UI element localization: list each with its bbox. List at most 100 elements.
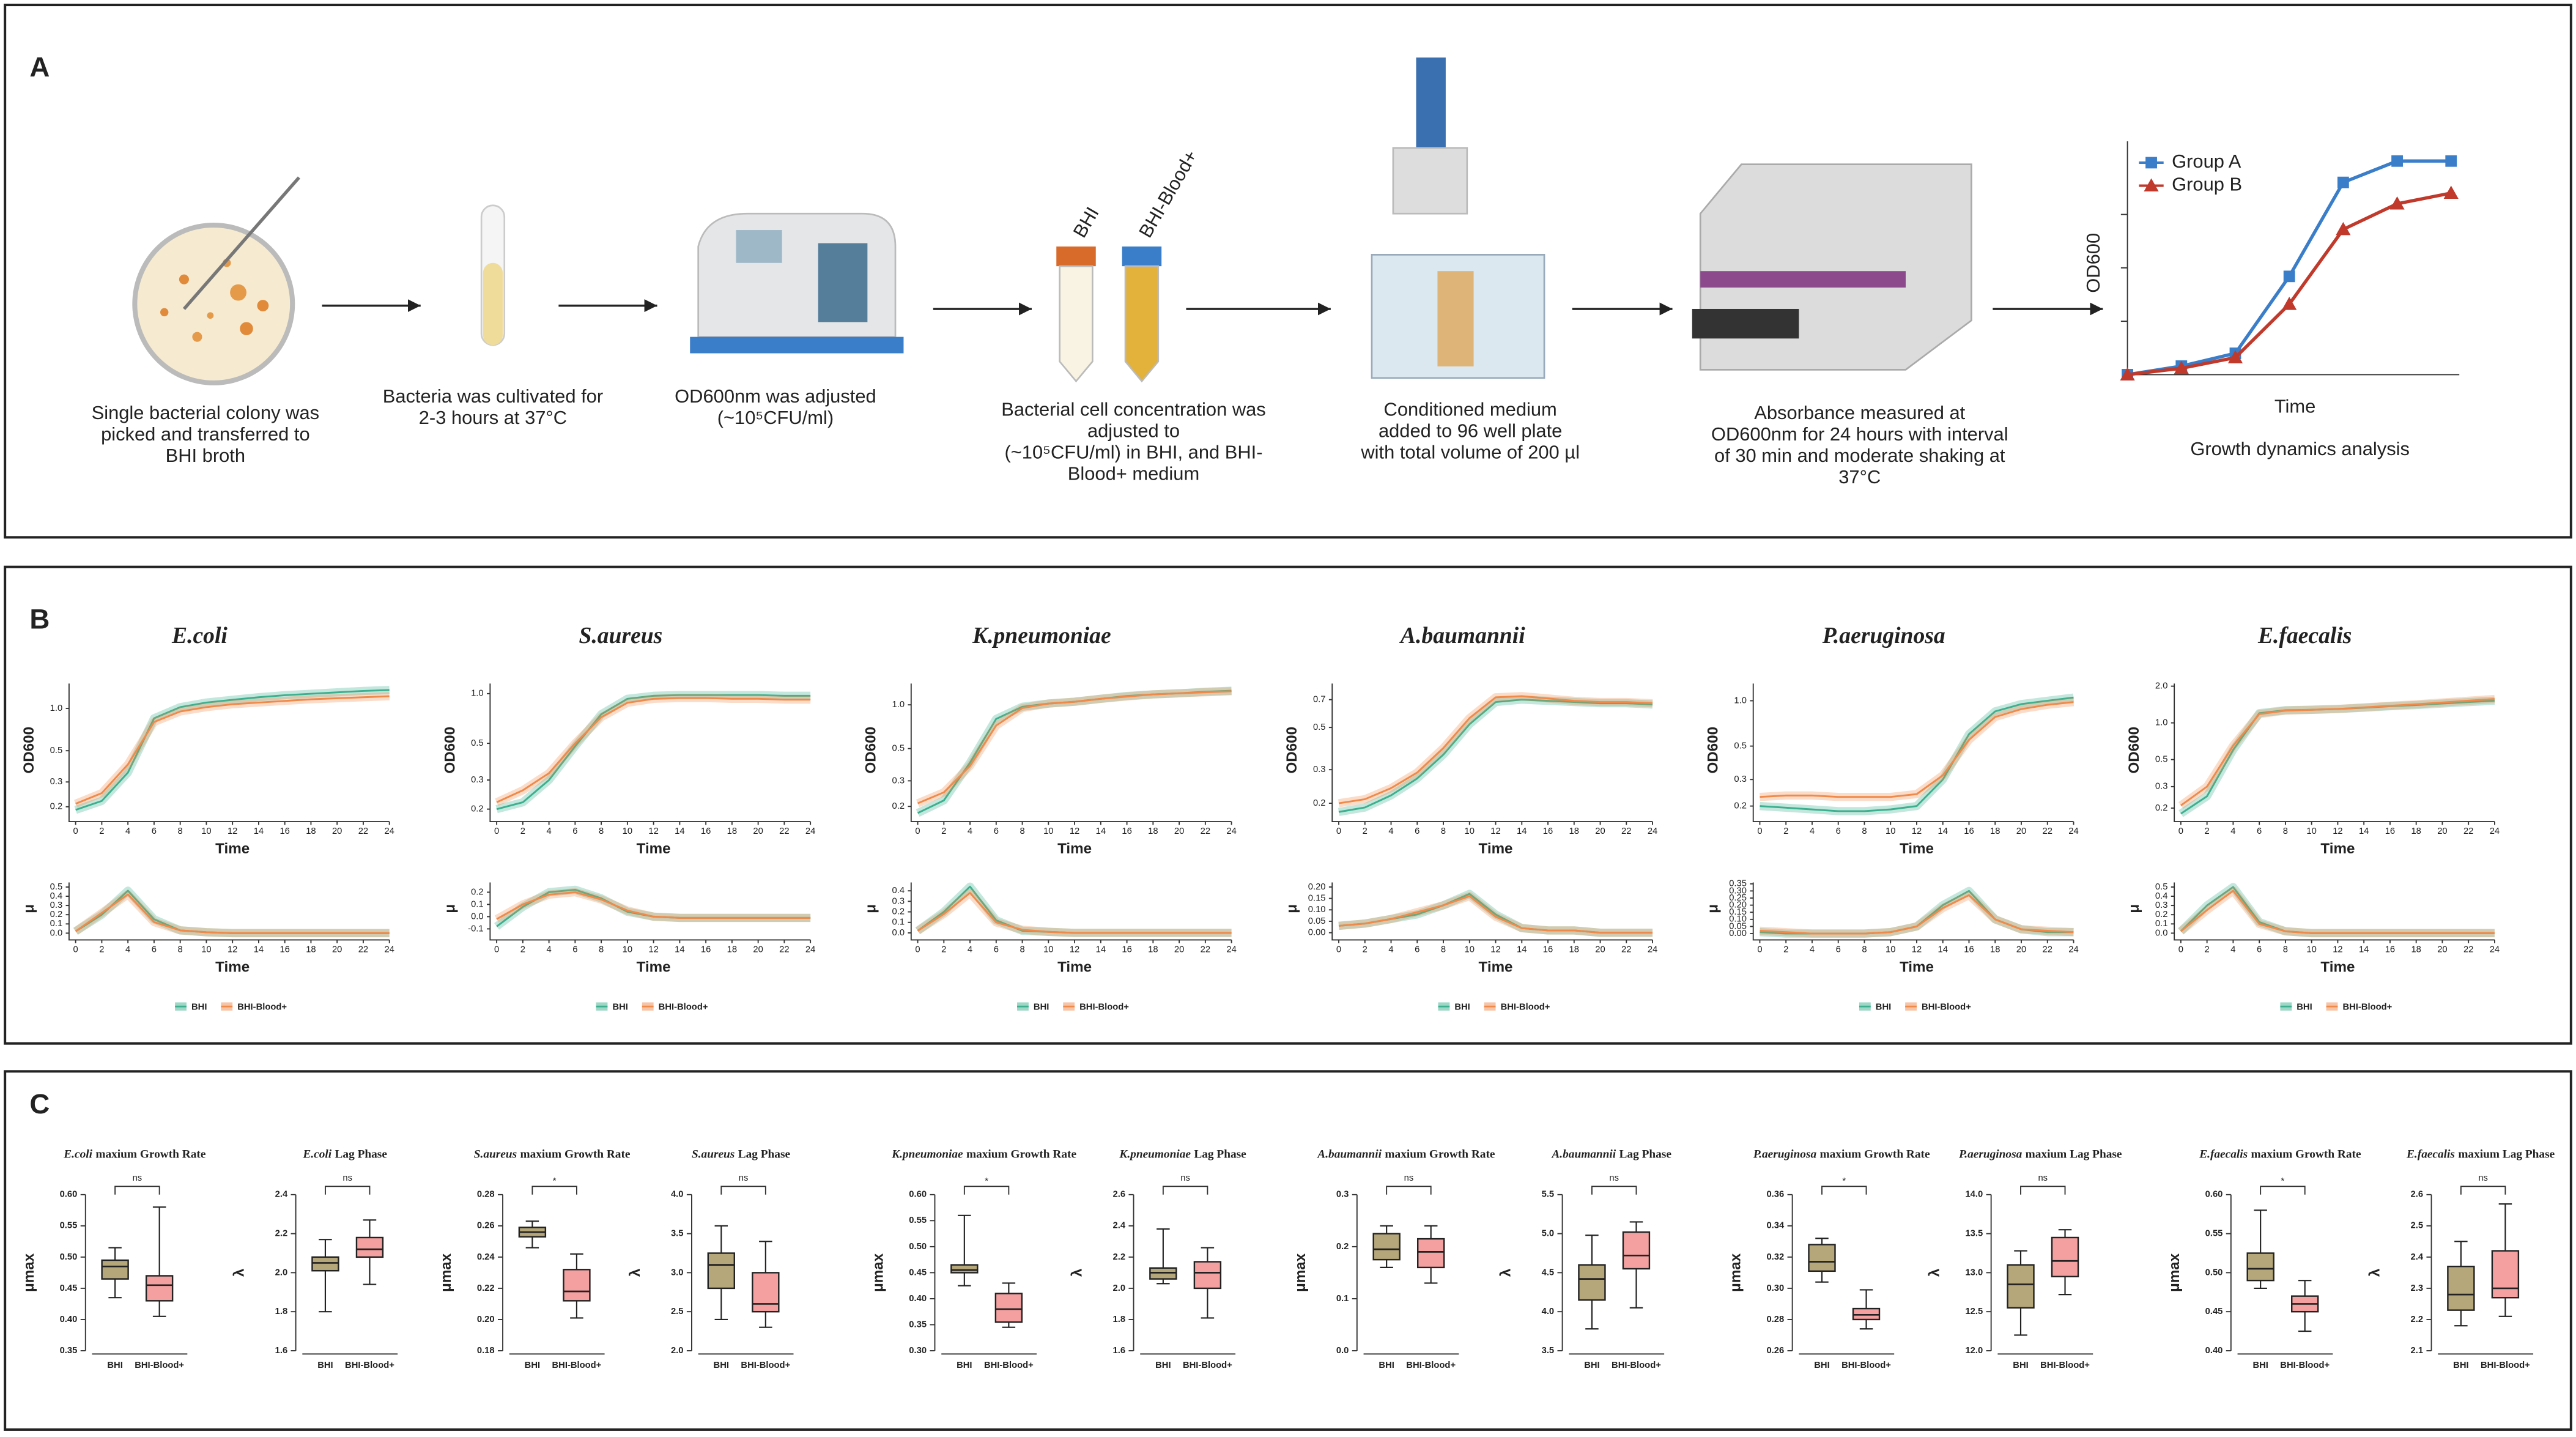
title-text: Lag Phase [335,1148,388,1161]
x-tick-label: 22 [1201,945,1210,954]
x-tick-label: 0 [494,826,499,836]
y-tick-label: 0.4 [50,891,63,901]
spectrophotometer [690,212,904,354]
y-axis-label: OD600 [1284,727,1300,774]
axis [295,1194,398,1355]
y-tick-label: 0.3 [2155,782,2168,792]
box [2051,1236,2079,1277]
x-tick-label: 16 [2385,826,2395,836]
x-tick-label: 6 [572,945,577,954]
y-tick-label: 0.3 [50,900,63,910]
y-tick-label: 0.45 [60,1283,78,1293]
y-axis-label: μ [863,904,879,913]
x-tick-label: 4 [2230,826,2235,836]
x-tick-label: BHI [1155,1361,1171,1370]
series-line [75,893,390,934]
box [355,1236,384,1258]
y-tick-label: 2.2 [1113,1252,1126,1262]
confidence-band [1760,697,2074,801]
y-tick-label: 0.30 [909,1346,927,1356]
x-tick-label: 24 [2490,945,2500,954]
y-tick-label: 0.3 [2155,900,2168,910]
x-tick-label: 20 [1174,945,1184,954]
x-tick-label: 12 [1912,945,1922,954]
box [145,1275,174,1302]
x-tick-label: 12 [228,945,237,954]
x-axis-label: Time [2274,395,2315,417]
y-axis-label: λ [1069,1268,1086,1277]
x-tick-label: 6 [2257,945,2262,954]
significance-label: ns [1180,1173,1190,1183]
x-tick-label: 24 [2068,945,2078,954]
x-tick-label: 4 [1388,945,1393,954]
box [563,1269,591,1302]
y-tick-label: 0.2 [1734,801,1747,811]
y-tick-label: 0.3 [1336,1190,1349,1200]
y-tick-label: 1.0 [892,700,905,710]
x-tick-label: 20 [753,945,763,954]
x-tick-label: 24 [1226,945,1236,954]
title-species: P.aeruginosa [1753,1148,1817,1161]
title-species: K.pneumoniae [1119,1148,1191,1161]
x-tick-label: 4 [1810,945,1815,954]
y-tick-label: 1.8 [275,1307,288,1316]
point [2120,367,2135,381]
x-tick-label: 14 [254,826,264,836]
step-caption: BHI broth [166,445,245,466]
x-tick-label: 16 [1964,826,1974,836]
step-caption: picked and transferred to [101,423,310,445]
x-axis-label: Time [215,841,250,857]
step-caption: Bacterial cell concentration was [1001,399,1265,420]
x-tick-label: 14 [675,945,684,954]
y-tick-label: 2.5 [671,1307,684,1316]
x-tick-label: 14 [675,826,684,836]
y-tick-label: 0.50 [2205,1268,2223,1277]
series-line [917,690,1232,804]
y-tick-label: 2.3 [2411,1283,2424,1293]
x-tick-label: 0 [2178,945,2183,954]
x-tick-label: 18 [306,945,316,954]
box [752,1272,780,1313]
box [950,1264,979,1274]
axis [502,1194,605,1355]
step-caption: Growth dynamics analysis [2190,438,2410,459]
series-line [496,694,811,811]
box [994,1293,1023,1323]
x-tick-label: 12 [1490,945,1500,954]
y-tick-label: 0.0 [892,928,905,938]
x-tick-label: 20 [2016,826,2026,836]
axis [2174,882,2495,941]
x-tick-label: 4 [968,945,972,954]
y-tick-label: 1.0 [1734,696,1747,705]
y-tick-label: 0.50 [909,1242,927,1252]
legend-label: Group A [2172,150,2241,172]
x-tick-label: 0 [1757,826,1762,836]
x-tick-label: 8 [1441,945,1446,954]
x-tick-label: 10 [2306,945,2316,954]
x-tick-label: 8 [1441,826,1446,836]
axis [2430,1194,2534,1355]
title-species: S.aureus [474,1148,517,1161]
y-tick-label: 0.2 [2155,910,2168,919]
significance-bracket [1591,1186,1637,1195]
x-tick-label: 14 [1096,945,1106,954]
point [2337,176,2349,188]
y-tick-label: 0.2 [892,801,905,811]
y-axis-label: μmax [21,1253,37,1292]
y-tick-label: 0.2 [471,804,484,814]
x-tick-label: 6 [152,945,157,954]
y-tick-label: 0.0 [50,928,63,938]
significance-bracket [720,1186,766,1195]
title-text: maxium Growth Rate [1820,1148,1930,1161]
title-text: Lag Phase [1619,1148,1672,1161]
y-tick-label: 0.15 [1729,907,1747,917]
y-tick-label: 0.24 [477,1252,495,1262]
y-tick-label: 4.5 [1542,1268,1555,1277]
x-tick-label: 6 [994,826,999,836]
y-tick-label: 0.05 [1729,921,1747,931]
title-species: E.coli [302,1148,331,1161]
x-tick-label: 18 [1148,826,1158,836]
y-axis-label: λ [1498,1268,1514,1277]
significance-label: ns [739,1173,749,1183]
x-tick-label: 8 [1862,945,1867,954]
